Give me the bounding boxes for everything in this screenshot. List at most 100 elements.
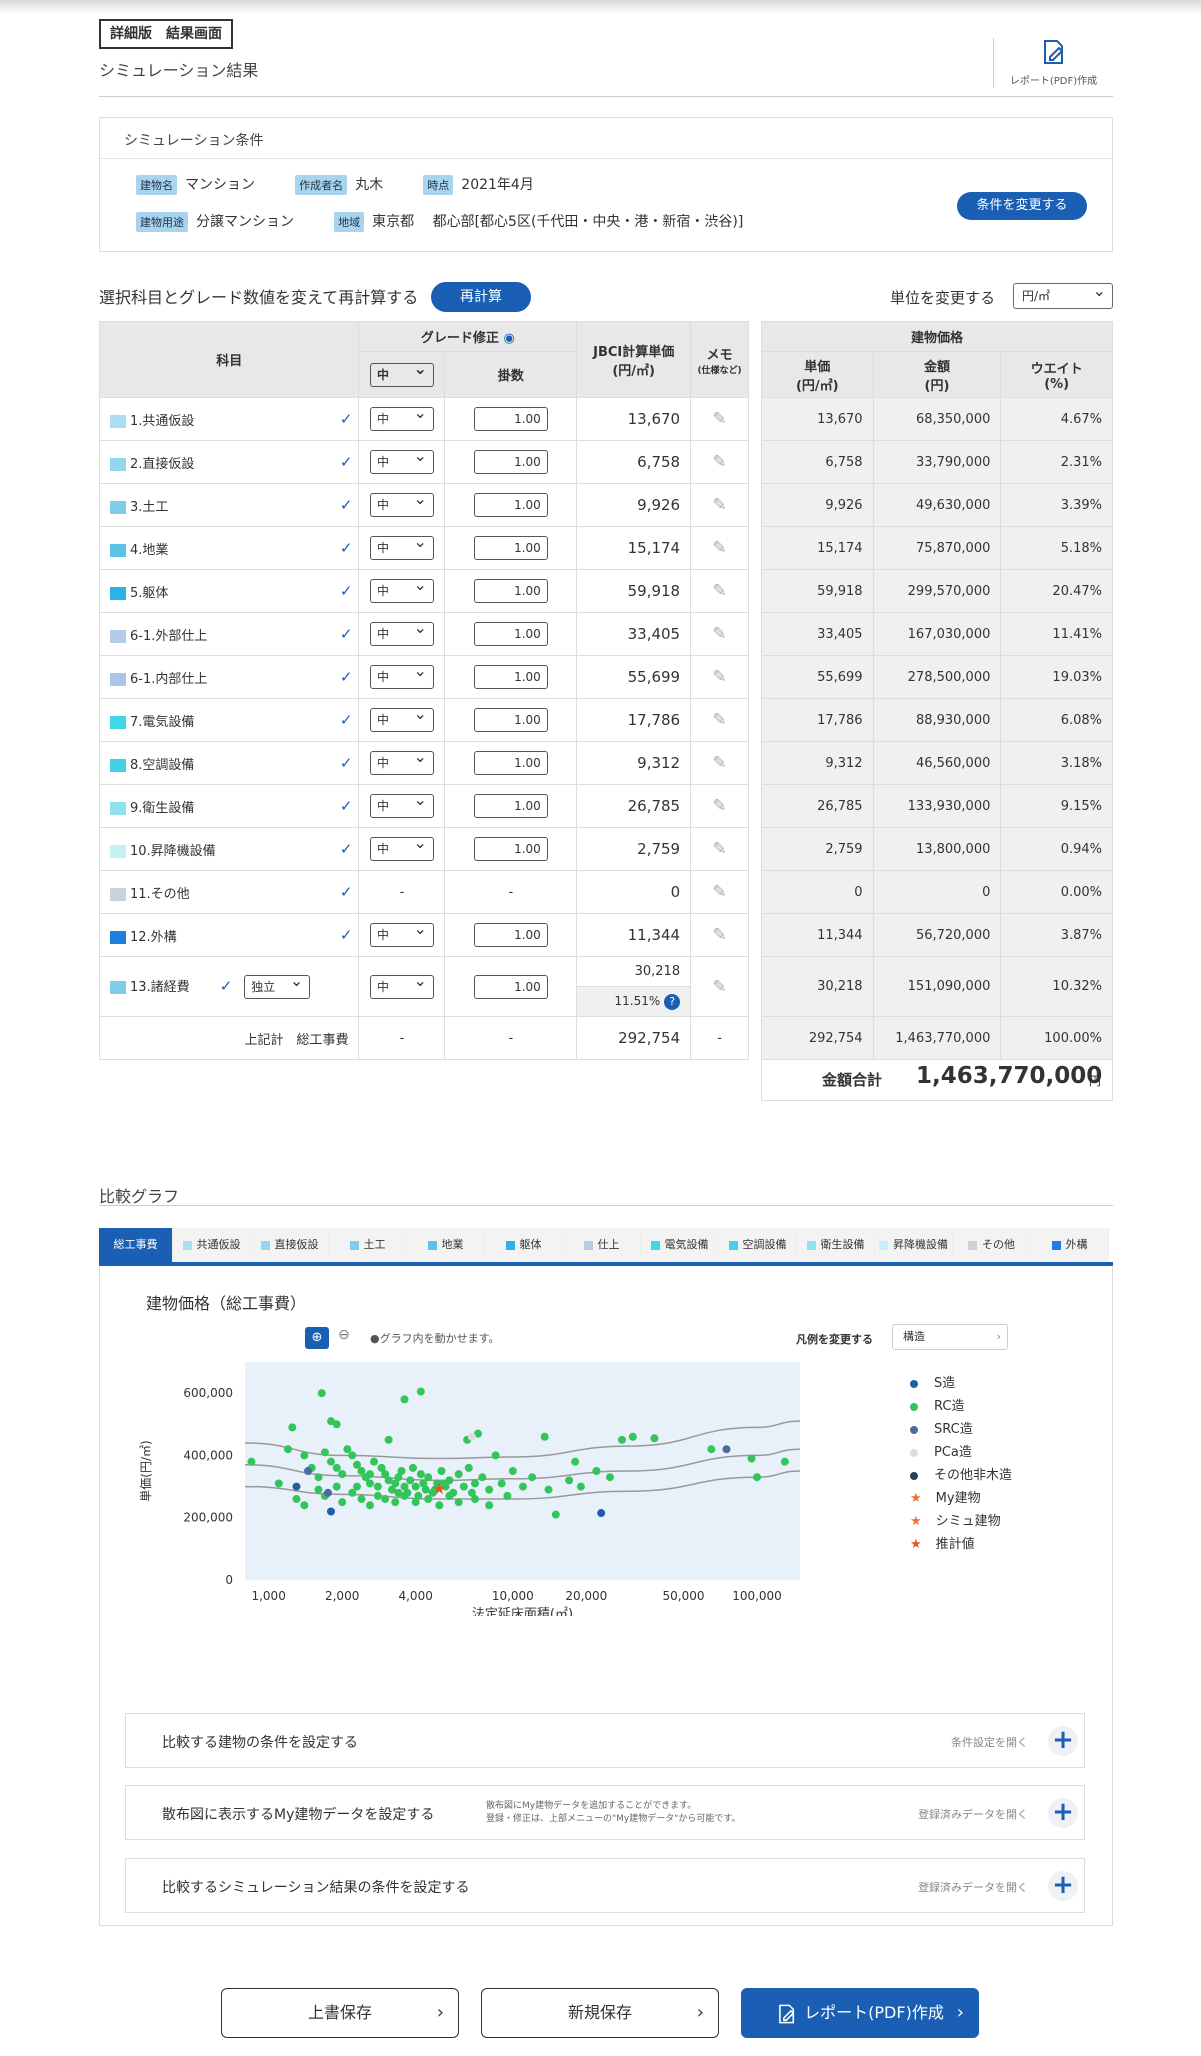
legend-item[interactable]: ★ My建物	[910, 1487, 981, 1506]
pencil-icon[interactable]: ✎	[712, 796, 727, 816]
tab-item-1[interactable]: 共通仮設	[173, 1228, 251, 1262]
check-icon[interactable]: ✓	[339, 882, 353, 901]
accordion-3[interactable]: 比較するシミュレーション結果の条件を設定する 登録済みデータを開く +	[125, 1858, 1085, 1913]
legend-item[interactable]: ★ シミュ建物	[910, 1510, 1001, 1529]
check-icon[interactable]: ✓	[339, 753, 353, 772]
tab-item-2[interactable]: 直接仮設	[251, 1228, 329, 1262]
pdf-report-button[interactable]: レポート(PDF)作成 ›	[741, 1988, 979, 2038]
grade-select[interactable]: 中	[369, 970, 434, 999]
legend-item[interactable]: その他非木造	[910, 1464, 1012, 1483]
factor-input[interactable]: 1.00	[473, 837, 548, 861]
grade-select[interactable]: 中	[369, 703, 434, 732]
pencil-icon[interactable]: ✎	[712, 839, 727, 859]
pencil-icon[interactable]: ✎	[712, 976, 727, 997]
pencil-icon[interactable]: ✎	[712, 624, 727, 644]
legend-item[interactable]: RC造	[910, 1395, 964, 1414]
grade-select[interactable]: 中	[369, 789, 434, 818]
plus-icon[interactable]: +	[1048, 1726, 1078, 1756]
grade-select[interactable]: 中	[369, 531, 434, 560]
grade-select[interactable]: 中	[369, 660, 434, 689]
zoom-out-icon[interactable]: ⊖	[338, 1327, 350, 1343]
accordion-link[interactable]: 条件設定を開く	[951, 1736, 1028, 1749]
data-point-RC造	[326, 1457, 335, 1466]
tab-item-5[interactable]: 躯体	[485, 1228, 563, 1262]
grade-all-select[interactable]: 中	[369, 358, 434, 387]
legend-select[interactable]: 構造 ›	[892, 1324, 1008, 1350]
check-icon[interactable]: ✓	[339, 624, 353, 643]
check-icon[interactable]: ✓	[219, 976, 233, 995]
tab-item-11[interactable]: その他	[953, 1228, 1031, 1262]
tab-item-12[interactable]: 外構	[1031, 1228, 1109, 1262]
pencil-icon[interactable]: ✎	[712, 495, 727, 515]
check-icon[interactable]: ✓	[339, 581, 353, 600]
grade-select[interactable]: 中	[369, 746, 434, 775]
legend-item[interactable]: PCa造	[910, 1441, 972, 1460]
tab-item-3[interactable]: 土工	[329, 1228, 407, 1262]
factor-input[interactable]: 1.00	[473, 665, 548, 689]
pencil-icon[interactable]: ✎	[712, 925, 727, 945]
scatter-chart[interactable]: 0 200,000 400,000 600,000 1,000 2,000 4,000 10,…	[100, 1356, 1110, 1616]
check-icon[interactable]: ✓	[339, 796, 353, 815]
overwrite-save-button[interactable]: 上書保存 ›	[221, 1988, 459, 2038]
grade-select[interactable]: 中	[369, 574, 434, 603]
factor-input[interactable]: 1.00	[473, 493, 548, 517]
factor-input[interactable]: 1.00	[473, 974, 548, 999]
check-icon[interactable]: ✓	[339, 667, 353, 686]
unit-select[interactable]: 円/㎡	[1013, 279, 1113, 309]
change-conditions-button[interactable]: 条件を変更する	[957, 192, 1087, 220]
tab-item-4[interactable]: 地業	[407, 1228, 485, 1262]
factor-input[interactable]: 1.00	[473, 751, 548, 775]
pencil-icon[interactable]: ✎	[712, 452, 727, 472]
check-icon[interactable]: ✓	[339, 409, 353, 428]
grade-select[interactable]: 中	[369, 832, 434, 861]
grade-select[interactable]: 中	[369, 617, 434, 646]
pencil-icon[interactable]: ✎	[712, 581, 727, 601]
legend-item[interactable]: ★ 推計値	[910, 1533, 975, 1552]
check-icon[interactable]: ✓	[339, 452, 353, 471]
check-icon[interactable]: ✓	[339, 925, 353, 944]
pencil-icon[interactable]: ✎	[712, 667, 727, 687]
help-icon[interactable]: ?	[664, 994, 681, 1010]
grade-select[interactable]: 中	[369, 918, 434, 947]
plus-icon[interactable]: +	[1048, 1871, 1078, 1901]
new-save-button[interactable]: 新規保存 ›	[481, 1988, 719, 2038]
factor-input[interactable]: 1.00	[473, 794, 548, 818]
zoom-in-icon[interactable]: ⊕	[305, 1327, 329, 1349]
legend-item[interactable]: SRC造	[910, 1418, 973, 1437]
check-icon[interactable]: ✓	[339, 710, 353, 729]
pencil-icon[interactable]: ✎	[712, 538, 727, 558]
pencil-icon[interactable]: ✎	[712, 882, 727, 902]
overhead-type-select[interactable]: 独立	[244, 970, 311, 999]
tab-item-8[interactable]: 空調設備	[719, 1228, 797, 1262]
grade-select[interactable]: 中	[369, 488, 434, 517]
refresh-icon[interactable]: ◉	[503, 331, 515, 346]
recalc-button[interactable]: 再計算	[431, 282, 531, 312]
factor-input[interactable]: 1.00	[473, 536, 548, 560]
check-icon[interactable]: ✓	[339, 495, 353, 514]
factor-input[interactable]: 1.00	[473, 923, 548, 947]
accordion-link[interactable]: 登録済みデータを開く	[918, 1808, 1028, 1821]
tab-item-7[interactable]: 電気設備	[641, 1228, 719, 1262]
tab-total[interactable]: 総工事費	[99, 1228, 173, 1262]
check-icon[interactable]: ✓	[339, 538, 353, 557]
tab-item-9[interactable]: 衛生設備	[797, 1228, 875, 1262]
check-icon[interactable]: ✓	[339, 839, 353, 858]
pencil-icon[interactable]: ✎	[712, 753, 727, 773]
factor-input[interactable]: 1.00	[473, 407, 548, 431]
tab-item-6[interactable]: 仕上	[563, 1228, 641, 1262]
factor-input[interactable]: 1.00	[473, 450, 548, 474]
factor-input[interactable]: 1.00	[473, 622, 548, 646]
accordion-2[interactable]: 散布図に表示するMy建物データを設定する 散布図にMy建物データを追加することがで…	[125, 1785, 1085, 1840]
pdf-report-top-button[interactable]: レポート(PDF)作成	[993, 38, 1113, 88]
tab-item-10[interactable]: 昇降機設備	[875, 1228, 953, 1262]
pencil-icon[interactable]: ✎	[712, 710, 727, 730]
plus-icon[interactable]: +	[1048, 1798, 1078, 1828]
pencil-icon[interactable]: ✎	[712, 409, 727, 429]
accordion-1[interactable]: 比較する建物の条件を設定する 条件設定を開く +	[125, 1713, 1085, 1768]
legend-item[interactable]: S造	[910, 1372, 955, 1391]
grade-select[interactable]: 中	[369, 445, 434, 474]
factor-input[interactable]: 1.00	[473, 579, 548, 603]
factor-input[interactable]: 1.00	[473, 708, 548, 732]
grade-select[interactable]: 中	[369, 402, 434, 431]
accordion-link[interactable]: 登録済みデータを開く	[918, 1881, 1028, 1894]
